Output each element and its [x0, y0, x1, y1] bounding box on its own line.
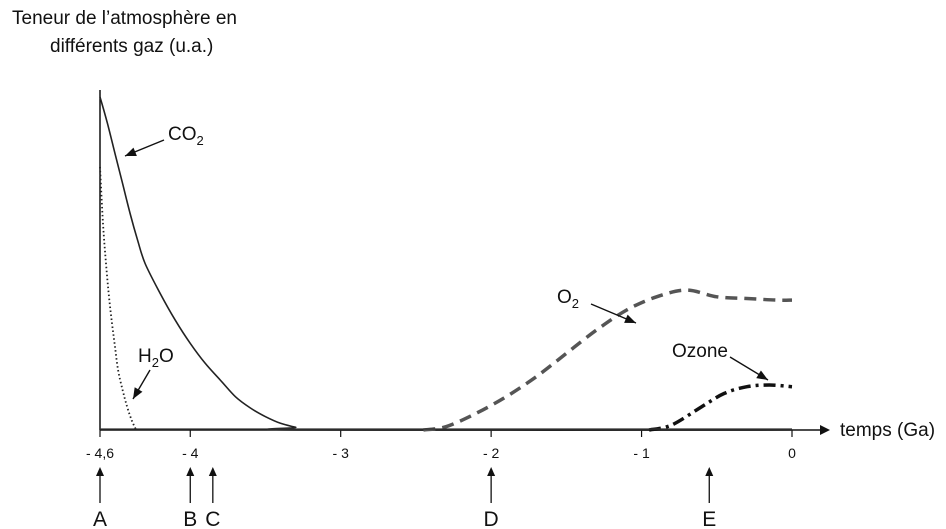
event-a-label: A — [93, 508, 107, 529]
event-d-arrowhead — [487, 467, 496, 476]
series-co2-line — [99, 96, 793, 431]
series-ozone-line — [648, 383, 793, 432]
event-c-label: C — [205, 508, 220, 529]
x-tick-label: - 4 — [182, 445, 199, 461]
x-axis-label: temps (Ga) — [840, 420, 935, 441]
x-axis-arrowhead — [820, 425, 830, 435]
y-axis-label-line1: Teneur de l’atmosphère en — [12, 8, 237, 29]
o2-pointer-head — [624, 314, 636, 323]
event-a-arrowhead — [96, 467, 104, 476]
co2-label: CO2 — [168, 124, 204, 148]
series-h2o-line — [99, 166, 137, 431]
ozone-pointer-head — [756, 370, 768, 380]
co2-pointer-head — [125, 147, 137, 156]
o2-label: O2 — [557, 287, 579, 311]
event-b-label: B — [183, 508, 197, 529]
event-c-arrowhead — [208, 467, 217, 476]
event-d-label: D — [484, 508, 499, 529]
x-tick-label: - 1 — [633, 445, 650, 461]
x-tick-label: - 4,6 — [86, 445, 114, 461]
series-o2-line — [423, 288, 793, 432]
event-b-arrowhead — [186, 467, 195, 476]
x-tick-label: - 2 — [483, 445, 500, 461]
event-e-label: E — [702, 508, 716, 529]
h2o-pointer-head — [133, 387, 143, 399]
y-axis-label-line2: différents gaz (u.a.) — [50, 36, 213, 57]
ozone-label: Ozone — [672, 341, 728, 362]
x-tick-label: 0 — [788, 445, 796, 461]
event-e-arrowhead — [705, 467, 714, 476]
x-tick-label: - 3 — [333, 445, 350, 461]
h2o-label: H2O — [138, 346, 174, 370]
